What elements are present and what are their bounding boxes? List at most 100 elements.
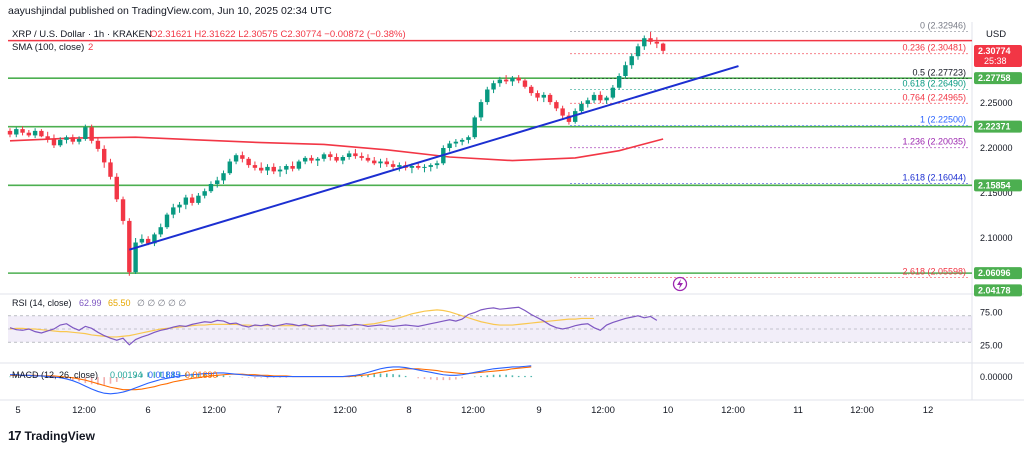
symbol-title: XRP / U.S. Dollar · 1h · KRAKEN (12, 29, 152, 40)
candle-body (76, 139, 82, 142)
candle-body (554, 102, 559, 109)
candle-body (208, 184, 214, 192)
candle-body (648, 38, 653, 42)
time-axis-tick-label: 8 (406, 405, 411, 416)
macd-legend-label: MACD (12, 26, close) (12, 370, 98, 380)
candle-body (346, 153, 352, 157)
fib-level-label-1.236: 1.236 (2.20035) (902, 137, 966, 147)
candle-body (51, 139, 57, 146)
candle-body (422, 166, 427, 168)
sma-legend-value: 2 (88, 42, 93, 53)
price-label-box-support (974, 179, 1022, 192)
macd-legend-value: 0.01885 (148, 370, 181, 380)
macd-signal-line (10, 366, 532, 391)
candle-body (127, 220, 132, 273)
candle-body (573, 111, 578, 122)
rsi-legend-value: 62.99 (79, 298, 102, 308)
events-lightning-icon (672, 276, 688, 292)
time-axis-tick-label: 10 (663, 405, 674, 416)
candle-body (227, 161, 232, 174)
price-label-support: 2.27758 (978, 73, 1011, 83)
price-label-current: 2.30774 (978, 46, 1011, 56)
candle-body (642, 38, 647, 47)
candle-body (20, 129, 25, 133)
publish-info: aayushjindal published on TradingView.co… (8, 5, 332, 17)
fib-level-label-0.618: 0.618 (2.26490) (902, 79, 966, 89)
candle-body (598, 94, 603, 101)
candle-body (629, 56, 634, 66)
fib-level-label-1.618: 1.618 (2.16044) (902, 173, 966, 183)
time-axis-tick-label: 12:00 (721, 405, 745, 416)
price-label-box-support (974, 267, 1022, 280)
candle-body (58, 139, 63, 146)
fib-level-label-0: 0 (2.32946) (920, 20, 966, 30)
time-axis-tick-label: 7 (276, 405, 281, 416)
candle-body (64, 137, 69, 140)
candle-body (459, 139, 465, 142)
macd-line (10, 365, 532, 395)
price-label-box-support (974, 120, 1022, 133)
candle-body (39, 130, 44, 137)
candle-body (535, 93, 540, 98)
time-axis-tick-label: 12:00 (333, 405, 357, 416)
candle-body (585, 100, 590, 104)
chart-header: XRP / U.S. Dollar · 1h · KRAKEN O2.31621… (12, 29, 406, 53)
candle-body (409, 166, 415, 168)
price-label-support: 2.15854 (978, 180, 1011, 190)
rsi-line (9, 306, 658, 346)
time-axis-tick-label: 12 (923, 405, 934, 416)
macd-axis-tick-label: 0.00000 (980, 372, 1013, 382)
rsi-axis-tick-label: 25.00 (980, 341, 1003, 351)
candle-body (252, 165, 258, 168)
countdown-label: 25:38 (984, 56, 1007, 66)
macd-signal-legend-value: 0.01690 (185, 370, 218, 380)
candle-body (145, 238, 151, 244)
candle-body (372, 160, 377, 164)
lightning-glyph (677, 279, 683, 289)
time-axis-tick-label: 9 (536, 405, 541, 416)
candle-body (70, 137, 75, 142)
candle-body (171, 207, 176, 215)
candle-body (503, 79, 509, 82)
candle-body (472, 117, 477, 138)
candle-body (353, 153, 358, 157)
candle-body (108, 162, 113, 177)
price-label-box-current (974, 45, 1022, 68)
candle-body (623, 65, 628, 76)
time-axis-tick-label: 12:00 (202, 405, 226, 416)
price-axis-tick-label: 2.10000 (980, 233, 1013, 243)
candle-body (114, 176, 119, 200)
macd-hist-legend-value: 0.00194 (110, 370, 143, 380)
candle-body (635, 46, 641, 57)
ohlc-values: O2.31621 H2.31622 L2.30575 C2.30774 −0.0… (150, 29, 406, 40)
candle-body (478, 102, 484, 118)
candle-body (233, 155, 239, 162)
fib-level-label-1: 1 (2.22500) (920, 115, 966, 125)
candle-body (384, 161, 389, 165)
candle-body (45, 136, 50, 139)
candle-body (466, 137, 471, 140)
candle-body (434, 163, 440, 166)
sma-legend-label: SMA (100, close) (12, 42, 84, 53)
time-axis-tick-label: 12:00 (591, 405, 615, 416)
candle-body (189, 197, 195, 203)
currency-label: USD (986, 29, 1006, 40)
candle-body (485, 89, 490, 103)
tradingview-logo-icon: 17 (8, 428, 22, 443)
candle-body (579, 103, 584, 112)
rsi-legend-extra: ∅ ∅ ∅ ∅ ∅ (137, 298, 186, 308)
candle-body (547, 94, 553, 103)
candle-body (610, 87, 616, 98)
candle-body (397, 165, 402, 167)
brand-name: TradingView (24, 428, 95, 443)
candle-body (654, 41, 660, 44)
tradingview-brand[interactable]: 17 TradingView (8, 428, 95, 443)
candle-body (529, 86, 534, 94)
candle-body (139, 238, 145, 243)
time-axis-tick-label: 12:00 (72, 405, 96, 416)
candle-body (510, 77, 515, 82)
candle-body (259, 167, 264, 171)
candle-body (302, 157, 308, 162)
price-label-support: 2.06096 (978, 268, 1011, 278)
